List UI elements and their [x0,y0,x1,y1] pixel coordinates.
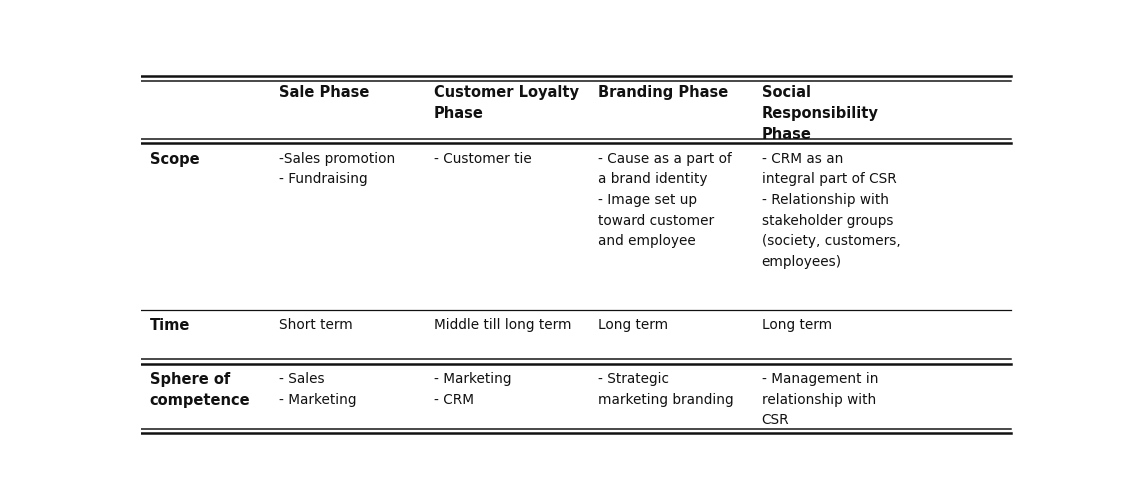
Text: -Sales promotion
- Fundraising: -Sales promotion - Fundraising [279,152,396,186]
Text: - Marketing
- CRM: - Marketing - CRM [434,372,511,407]
Text: Sale Phase: Sale Phase [279,85,370,100]
Text: - Sales
- Marketing: - Sales - Marketing [279,372,356,407]
Text: Scope: Scope [150,152,200,167]
Text: Social
Responsibility
Phase: Social Responsibility Phase [761,85,879,141]
Text: Long term: Long term [761,318,831,332]
Text: - Strategic
marketing branding: - Strategic marketing branding [598,372,734,407]
Text: - CRM as an
integral part of CSR
- Relationship with
stakeholder groups
(society: - CRM as an integral part of CSR - Relat… [761,152,900,269]
Text: Time: Time [150,318,191,333]
Text: Short term: Short term [279,318,353,332]
Text: - Customer tie: - Customer tie [434,152,531,166]
Text: Middle till long term: Middle till long term [434,318,572,332]
Text: - Cause as a part of
a brand identity
- Image set up
toward customer
and employe: - Cause as a part of a brand identity - … [598,152,732,248]
Text: - Management in
relationship with
CSR: - Management in relationship with CSR [761,372,879,427]
Text: Customer Loyalty
Phase: Customer Loyalty Phase [434,85,579,121]
Text: Branding Phase: Branding Phase [598,85,729,100]
Text: Long term: Long term [598,318,668,332]
Text: Sphere of
competence: Sphere of competence [150,372,250,408]
